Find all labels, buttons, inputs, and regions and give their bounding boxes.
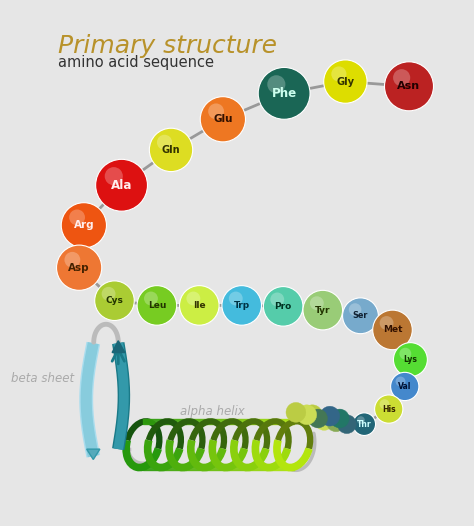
Circle shape xyxy=(302,405,322,424)
Circle shape xyxy=(61,203,107,248)
Circle shape xyxy=(95,281,134,320)
Text: alpha helix: alpha helix xyxy=(181,405,245,418)
Text: Lys: Lys xyxy=(403,355,418,364)
Circle shape xyxy=(229,291,243,306)
Circle shape xyxy=(297,405,317,424)
Text: Cys: Cys xyxy=(106,296,123,305)
Circle shape xyxy=(343,298,378,333)
Text: Ser: Ser xyxy=(353,311,368,320)
Circle shape xyxy=(144,291,158,306)
Circle shape xyxy=(380,316,393,330)
Text: Gln: Gln xyxy=(162,145,180,155)
Circle shape xyxy=(96,159,147,211)
Text: Trp: Trp xyxy=(234,301,250,310)
Text: Arg: Arg xyxy=(73,220,94,230)
Circle shape xyxy=(315,411,334,430)
Circle shape xyxy=(264,287,303,326)
Text: Asp: Asp xyxy=(68,262,90,272)
Circle shape xyxy=(222,286,262,325)
Circle shape xyxy=(357,416,365,424)
Circle shape xyxy=(393,69,410,86)
Circle shape xyxy=(324,60,367,103)
Circle shape xyxy=(258,67,310,119)
Circle shape xyxy=(56,245,102,290)
Circle shape xyxy=(327,413,346,432)
Circle shape xyxy=(101,287,116,301)
Circle shape xyxy=(393,342,428,377)
Polygon shape xyxy=(87,449,100,460)
Circle shape xyxy=(200,97,246,142)
Circle shape xyxy=(331,66,346,82)
Text: Gly: Gly xyxy=(337,77,355,87)
Text: Glu: Glu xyxy=(213,114,233,124)
Circle shape xyxy=(180,286,219,325)
Text: Asn: Asn xyxy=(397,82,420,92)
Circle shape xyxy=(105,167,123,185)
Circle shape xyxy=(186,291,201,306)
Circle shape xyxy=(286,402,306,422)
Text: Pro: Pro xyxy=(274,302,292,311)
Text: Leu: Leu xyxy=(148,301,166,310)
Text: Val: Val xyxy=(398,382,411,391)
Circle shape xyxy=(391,372,419,401)
Text: Primary structure: Primary structure xyxy=(58,35,277,58)
Circle shape xyxy=(330,409,349,428)
Circle shape xyxy=(349,304,361,316)
Circle shape xyxy=(384,62,434,111)
Circle shape xyxy=(149,128,193,171)
Circle shape xyxy=(373,310,412,350)
Text: amino acid sequence: amino acid sequence xyxy=(58,55,214,70)
Circle shape xyxy=(137,286,177,325)
Polygon shape xyxy=(112,341,125,352)
Circle shape xyxy=(374,395,403,423)
Text: Phe: Phe xyxy=(272,87,297,100)
Text: Tyr: Tyr xyxy=(315,306,330,315)
Text: beta sheet: beta sheet xyxy=(11,372,74,385)
Text: Thr: Thr xyxy=(357,420,372,429)
Circle shape xyxy=(310,296,324,310)
Circle shape xyxy=(400,348,411,360)
Text: Ala: Ala xyxy=(111,179,132,192)
Circle shape xyxy=(320,406,340,426)
Circle shape xyxy=(157,135,172,150)
Circle shape xyxy=(303,290,343,330)
Circle shape xyxy=(353,413,375,436)
Circle shape xyxy=(309,409,328,428)
Circle shape xyxy=(337,414,356,433)
Circle shape xyxy=(267,75,285,93)
Text: Ile: Ile xyxy=(193,301,206,310)
Circle shape xyxy=(270,292,284,306)
Circle shape xyxy=(64,252,80,268)
Text: Met: Met xyxy=(383,326,402,335)
Circle shape xyxy=(380,399,390,409)
Circle shape xyxy=(396,377,405,387)
Circle shape xyxy=(208,104,224,119)
Text: His: His xyxy=(382,404,395,413)
Circle shape xyxy=(69,209,85,225)
